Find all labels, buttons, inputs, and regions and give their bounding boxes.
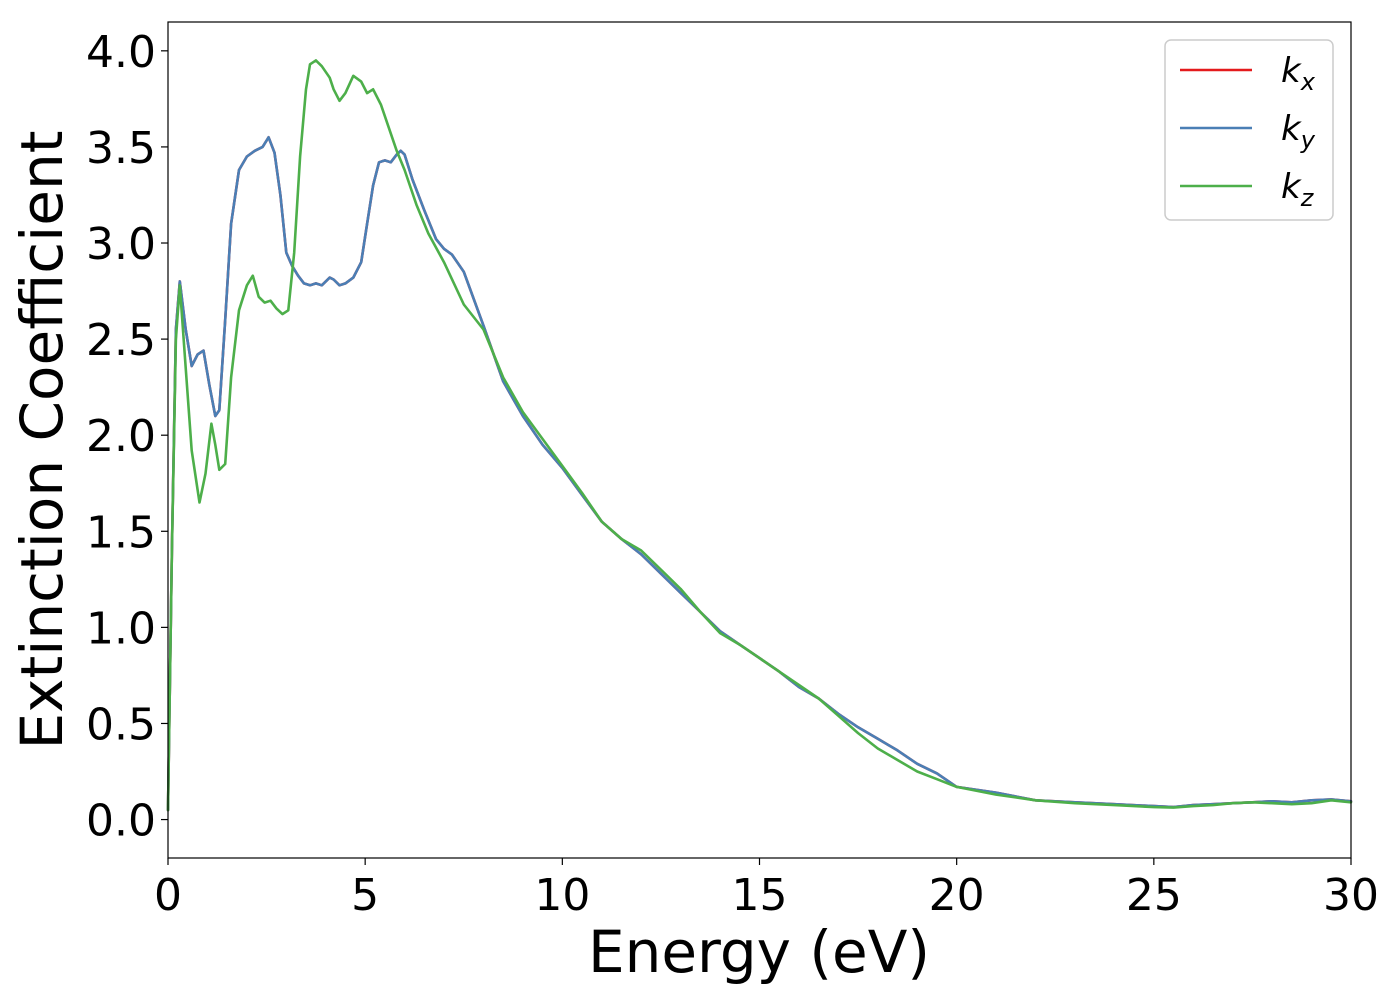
legend-entries: kx ky kz bbox=[1180, 51, 1316, 212]
y-tick-label: 2.0 bbox=[86, 411, 156, 462]
legend-box bbox=[1164, 39, 1334, 221]
x-axis: 0 5 10 15 20 25 30 bbox=[154, 858, 1379, 921]
legend: kx ky kz bbox=[1164, 39, 1334, 221]
y-tick-label: 1.0 bbox=[86, 603, 156, 654]
y-tick-label: 4.0 bbox=[86, 27, 156, 78]
y-tick-label: 0.0 bbox=[86, 796, 156, 847]
x-tick-label: 15 bbox=[732, 870, 788, 921]
series-line-kx bbox=[166, 136, 1353, 812]
series-line-ky bbox=[166, 136, 1353, 812]
y-axis-label: Extinction Coefficient bbox=[8, 131, 76, 750]
series-line-kz bbox=[166, 59, 1353, 812]
y-tick-label: 3.0 bbox=[86, 219, 156, 270]
x-tick-label: 10 bbox=[534, 870, 590, 921]
x-axis-label: Energy (eV) bbox=[588, 918, 930, 986]
series-layer bbox=[166, 59, 1353, 812]
x-tick-label: 30 bbox=[1323, 870, 1379, 921]
x-tick-label: 25 bbox=[1126, 870, 1182, 921]
y-axis: 0.0 0.5 1.0 1.5 2.0 2.5 3.0 3.5 4.0 bbox=[86, 27, 168, 847]
legend-label-kz: kz bbox=[1281, 167, 1315, 212]
x-tick-label: 5 bbox=[351, 870, 379, 921]
legend-label-kx: kx bbox=[1281, 51, 1316, 96]
y-tick-label: 0.5 bbox=[86, 699, 156, 750]
x-tick-label: 20 bbox=[929, 870, 985, 921]
y-tick-label: 3.5 bbox=[86, 123, 156, 174]
y-tick-label: 1.5 bbox=[86, 507, 156, 558]
y-tick-label: 2.5 bbox=[86, 315, 156, 366]
x-tick-label: 0 bbox=[154, 870, 182, 921]
legend-label-ky: ky bbox=[1281, 109, 1316, 154]
